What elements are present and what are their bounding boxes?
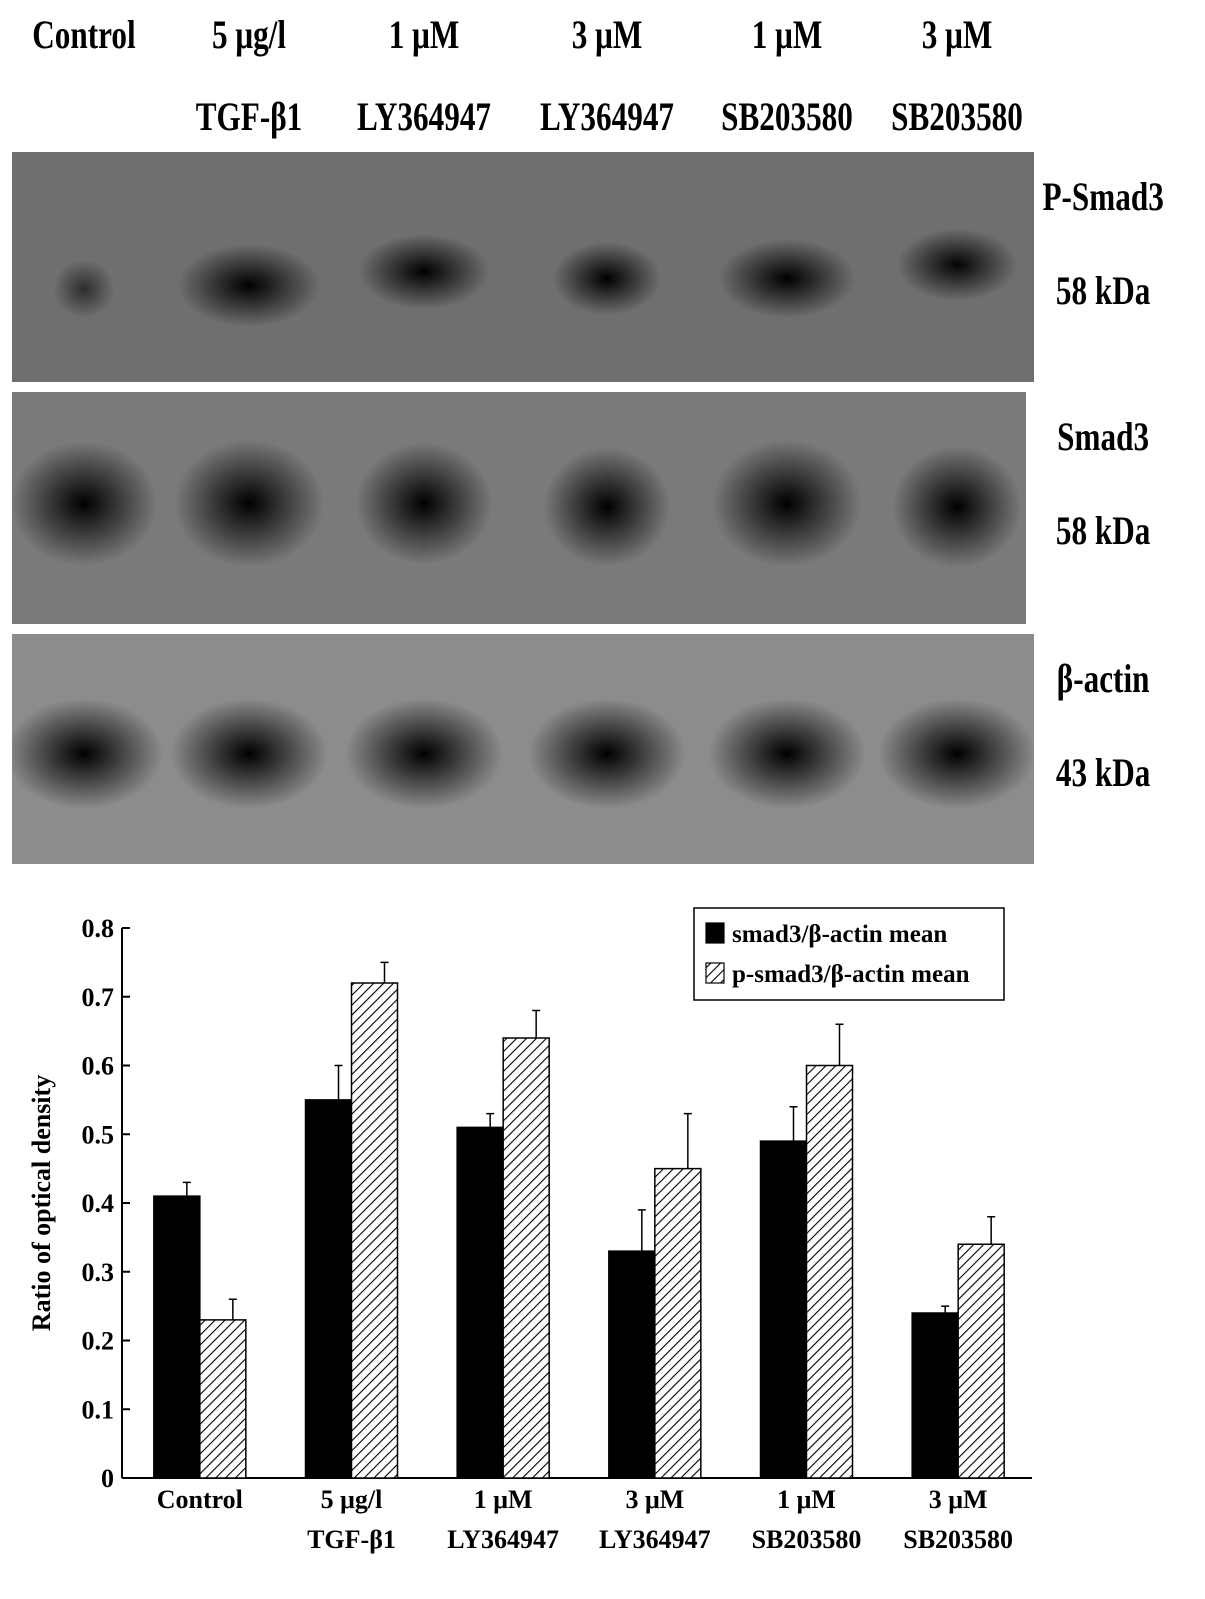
blot-band xyxy=(892,445,1022,568)
blot-panel-p-smad3 xyxy=(12,152,1034,382)
band-name-label: Smad3 xyxy=(1057,414,1150,459)
legend-box xyxy=(693,907,1005,1001)
lane-label-bottom: SB203580 xyxy=(721,94,853,139)
band-size-label: 43 kDa xyxy=(1055,750,1151,795)
plot-area: 0 0.1 0.2 0.3 0.4 0.5 0.6 0.7 0.8 Ratio of optica… xyxy=(27,907,1032,1554)
blot-band xyxy=(12,441,158,566)
y-tick-label: 0.4 xyxy=(82,1189,115,1218)
blot-band xyxy=(553,241,661,316)
y-tick-label: 0.5 xyxy=(82,1120,115,1149)
blot-panel--actin xyxy=(12,634,1034,864)
x-tick-label: 1 μM xyxy=(777,1485,836,1514)
x-tick-label: SB203580 xyxy=(903,1525,1013,1554)
band-name-label: P-Smad3 xyxy=(1042,174,1164,219)
y-tick-label: 0.2 xyxy=(82,1327,115,1356)
blot-band xyxy=(543,447,671,567)
band-size-label: 58 kDa xyxy=(1055,508,1151,553)
blot-band xyxy=(53,259,115,319)
y-tick-label: 0.6 xyxy=(82,1052,115,1081)
bar-smad3 xyxy=(456,1126,504,1479)
bar-chart: 0 0.1 0.2 0.3 0.4 0.5 0.6 0.7 0.8 Ratio of optica… xyxy=(27,907,1032,1554)
legend-swatch xyxy=(705,962,725,984)
blot-band xyxy=(708,698,866,809)
lane-label-bottom: TGF-β1 xyxy=(195,94,303,139)
bar-p-smad3 xyxy=(502,1037,550,1479)
bar-p-smad3 xyxy=(350,982,399,1479)
blot-band xyxy=(718,238,856,319)
y-axis-title: Ratio of optical density xyxy=(27,1075,56,1331)
blot-band xyxy=(712,439,862,568)
blot-band xyxy=(345,698,503,809)
y-tick-label: 0.1 xyxy=(82,1395,115,1424)
bar-smad3 xyxy=(304,1099,353,1479)
blot-band xyxy=(897,228,1017,301)
x-tick-label: LY364947 xyxy=(599,1525,711,1554)
bar-p-smad3 xyxy=(654,1167,702,1479)
y-tick-label: 0.7 xyxy=(82,983,115,1012)
bar-smad3 xyxy=(911,1312,959,1479)
blot-panel-smad3 xyxy=(12,392,1026,624)
y-tick-label: 0.8 xyxy=(82,914,115,943)
blot-band xyxy=(358,233,490,310)
bar-p-smad3 xyxy=(805,1064,854,1479)
lane-label-bottom: SB203580 xyxy=(891,94,1023,139)
blot-band xyxy=(12,698,163,809)
x-tick-label: Control xyxy=(157,1485,243,1514)
bar-p-smad3 xyxy=(957,1243,1005,1479)
legend-label: smad3/β-actin mean xyxy=(732,921,947,948)
x-tick-label: SB203580 xyxy=(752,1525,862,1554)
blot-band xyxy=(177,244,321,327)
x-tick-label: TGF-β1 xyxy=(307,1525,396,1554)
legend-label: p-smad3/β-actin mean xyxy=(732,961,970,988)
lane-label-bottom: LY364947 xyxy=(539,94,675,139)
lane-label-top: 1 μM xyxy=(388,12,460,57)
y-tick-label: 0 xyxy=(101,1464,114,1493)
lane-label-top: 3 μM xyxy=(571,12,643,57)
band-name-label: β-actin xyxy=(1056,656,1150,701)
x-tick-label: LY364947 xyxy=(447,1525,559,1554)
lane-label-top: Control xyxy=(32,12,136,57)
blot-band xyxy=(878,698,1034,809)
bar-smad3 xyxy=(153,1195,201,1479)
x-tick-label: 1 μM xyxy=(474,1485,533,1514)
x-tick-label: 3 μM xyxy=(929,1485,988,1514)
lane-label-top: 3 μM xyxy=(921,12,993,57)
blot-band xyxy=(355,442,493,565)
band-size-label: 58 kDa xyxy=(1055,268,1151,313)
legend-swatch xyxy=(705,922,725,944)
x-tick-label: 5 μg/l xyxy=(321,1485,383,1514)
blot-band xyxy=(170,698,328,809)
lane-label-top: 5 μg/l xyxy=(211,12,287,57)
y-tick-label: 0.3 xyxy=(82,1258,115,1287)
x-tick-label: 3 μM xyxy=(625,1485,684,1514)
bar-p-smad3 xyxy=(199,1319,247,1479)
bar-smad3 xyxy=(608,1250,656,1479)
lane-label-bottom: LY364947 xyxy=(356,94,492,139)
blot-band xyxy=(174,439,324,568)
blot-band xyxy=(528,698,686,809)
lane-label-top: 1 μM xyxy=(751,12,823,57)
bar-smad3 xyxy=(759,1140,808,1479)
